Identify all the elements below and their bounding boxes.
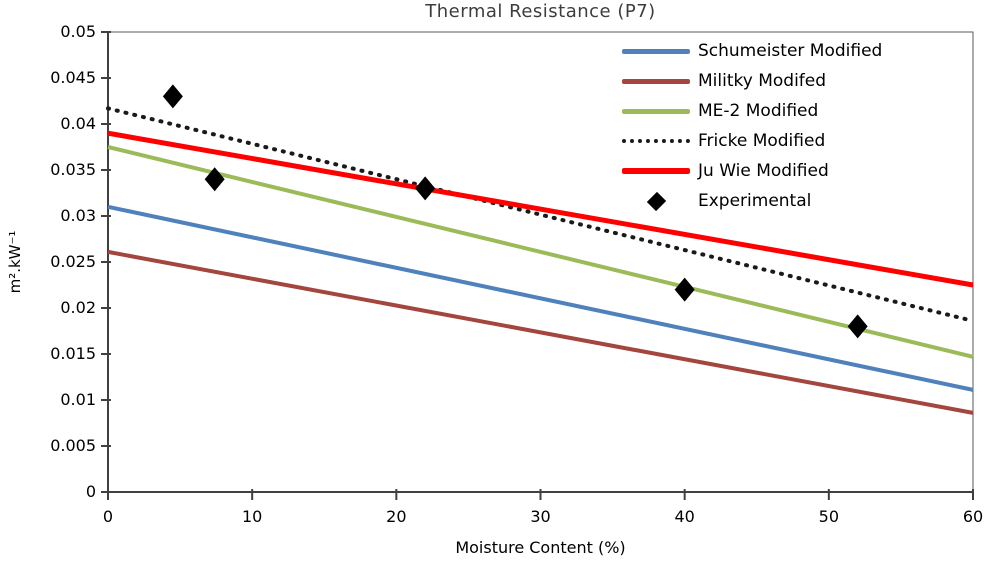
x-tick-label: 60 [963, 507, 983, 526]
y-tick-label: 0.025 [50, 252, 96, 271]
y-tick-label: 0.03 [60, 206, 96, 225]
x-tick-label: 30 [530, 507, 550, 526]
data-point-diamond [415, 176, 436, 201]
y-tick-label: 0.01 [60, 390, 96, 409]
solid-line-icon [622, 48, 690, 54]
x-tick-label: 40 [674, 507, 694, 526]
legend-diamond-icon [622, 191, 690, 211]
y-tick-label: 0.005 [50, 436, 96, 455]
y-tick-label: 0.05 [60, 22, 96, 41]
legend-line-icon [622, 108, 690, 114]
legend-label: Ju Wie Modified [698, 161, 829, 181]
series-line-ju-wie-modified [107, 130, 974, 288]
x-tick-label: 10 [242, 507, 262, 526]
y-tick-label: 0.035 [50, 160, 96, 179]
data-point-diamond [674, 277, 695, 302]
legend-line-icon [622, 78, 690, 84]
solid-line-icon [622, 168, 690, 174]
y-tick-label: 0.02 [60, 298, 96, 317]
legend: Schumeister Modified Militky Modifed ME-2 … [622, 36, 882, 216]
data-point-diamond [847, 314, 868, 339]
y-tick-label: 0.015 [50, 344, 96, 363]
legend-row: Ju Wie Modified [622, 156, 882, 186]
legend-label: Fricke Modified [698, 131, 826, 151]
solid-line-icon [622, 108, 690, 114]
legend-label: ME-2 Modified [698, 101, 819, 121]
solid-line-icon [622, 78, 690, 84]
data-point-diamond [162, 84, 183, 109]
y-tick-label: 0.04 [60, 114, 96, 133]
series-line-schumeister-modified [107, 204, 974, 392]
series-line-me-2-modified [107, 145, 974, 359]
series-line-militky-modifed [107, 249, 974, 415]
diamond-marker-icon [646, 191, 666, 211]
y-tick-label: 0.045 [50, 68, 96, 87]
y-tick-label: 0 [86, 482, 96, 501]
legend-row: Schumeister Modified [622, 36, 882, 66]
y-axis-label: m².kW⁻¹ [6, 230, 24, 294]
x-axis-label: Moisture Content (%) [455, 538, 626, 557]
chart-title: Thermal Resistance (P7) [425, 1, 656, 22]
legend-label: Militky Modifed [698, 71, 827, 91]
x-tick-label: 0 [103, 507, 113, 526]
legend-line-icon [622, 139, 690, 143]
legend-row: ME-2 Modified [622, 96, 882, 126]
legend-line-icon [622, 48, 690, 54]
legend-label: Experimental [698, 191, 812, 211]
legend-row: Fricke Modified [622, 126, 882, 156]
legend-line-icon [622, 168, 690, 174]
x-tick-label: 20 [386, 507, 406, 526]
x-tick-label: 50 [819, 507, 839, 526]
legend-label: Schumeister Modified [698, 41, 883, 61]
data-point-diamond [204, 167, 225, 192]
legend-row: Experimental [622, 186, 882, 216]
legend-row: Militky Modifed [622, 66, 882, 96]
dotted-line-icon [622, 139, 690, 143]
